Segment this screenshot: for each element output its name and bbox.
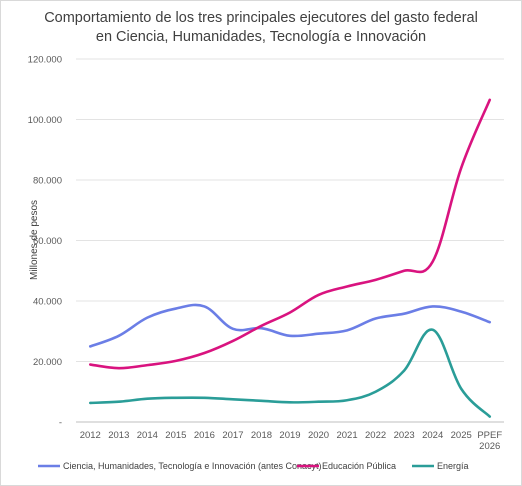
chart-title-line-2: en Ciencia, Humanidades, Tecnología e In… bbox=[96, 29, 426, 45]
series-line-3 bbox=[88, 328, 492, 418]
x-tick-label: 2024 bbox=[422, 430, 443, 441]
y-tick-label: 80.000 bbox=[33, 176, 62, 187]
y-tick-label: - bbox=[59, 418, 62, 429]
y-tick-label: 120.000 bbox=[28, 55, 62, 66]
x-tick-label: 2025 bbox=[451, 430, 472, 441]
x-tick-label: 2018 bbox=[251, 430, 272, 441]
chart-title-line-1: Comportamiento de los tres principales e… bbox=[44, 10, 478, 26]
legend-label: Energía bbox=[437, 461, 469, 471]
x-tick-label: 2019 bbox=[279, 430, 300, 441]
x-tick-label: 2015 bbox=[165, 430, 186, 441]
y-tick-label: 40.000 bbox=[33, 297, 62, 308]
x-tick-label: 2013 bbox=[108, 430, 129, 441]
series-line-2 bbox=[88, 98, 492, 370]
x-tick-labels: 2012 2013 2014 2015 2016 2017 2018 2019 2020 2021… bbox=[80, 430, 503, 452]
legend: Ciencia, Humanidades, Tecnología e Innov… bbox=[38, 461, 469, 471]
x-tick-label: 2012 bbox=[80, 430, 101, 441]
gridlines bbox=[76, 58, 504, 423]
x-tick-label: 2020 bbox=[308, 430, 329, 441]
x-tick-label: 2023 bbox=[394, 430, 415, 441]
x-tick-label: 2016 bbox=[194, 430, 215, 441]
x-tick-label: 2021 bbox=[336, 430, 357, 441]
legend-label: Ciencia, Humanidades, Tecnología e Innov… bbox=[63, 461, 322, 471]
legend-label: Educación Pública bbox=[322, 461, 396, 471]
series-lines bbox=[88, 98, 492, 418]
y-tick-label: 60.000 bbox=[33, 236, 62, 247]
x-tick-label: 2014 bbox=[137, 430, 158, 441]
x-tick-label: 2017 bbox=[222, 430, 243, 441]
x-tick-label: PPEF 2026 bbox=[477, 430, 502, 452]
series-line-1 bbox=[88, 303, 492, 348]
y-tick-labels: - 20.000 40.000 60.000 80.000 100.000 120.000 bbox=[28, 55, 62, 429]
y-tick-label: 20.000 bbox=[33, 357, 62, 368]
y-axis-label: Millones de pesos bbox=[29, 200, 40, 280]
y-tick-label: 100.000 bbox=[28, 115, 62, 126]
x-tick-label: 2022 bbox=[365, 430, 386, 441]
